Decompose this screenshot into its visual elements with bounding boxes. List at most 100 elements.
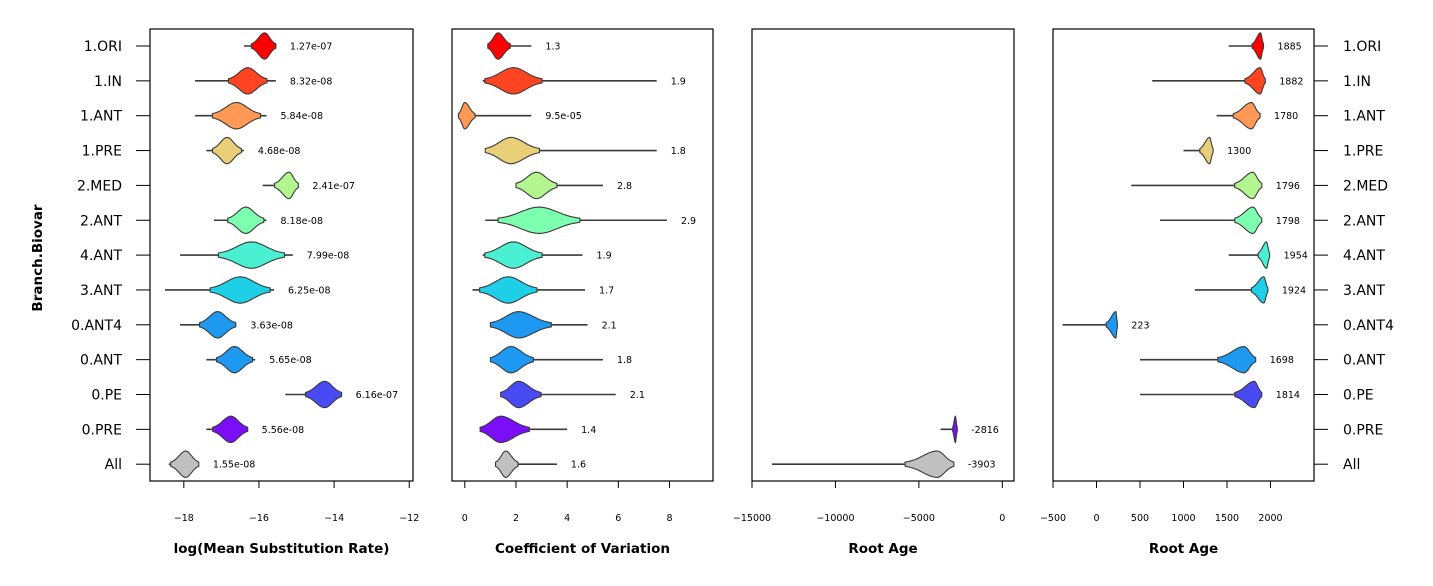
row-label-left-1-ori: 1.ORI [84, 39, 122, 55]
annotation-2-ant: 8.18e-08 [280, 216, 323, 227]
annotation-all: -3903 [968, 460, 996, 471]
violin-3-ant [479, 276, 538, 304]
row-label-left-1-pre: 1.PRE [82, 144, 122, 160]
violin-1-ant [211, 101, 262, 130]
violin-2-med [1234, 171, 1263, 200]
violin-3-ant [209, 276, 271, 304]
violin-0-pre [952, 415, 958, 444]
row-label-right-4-ant: 4.ANT [1343, 248, 1385, 264]
row-label-left-1-in: 1.IN [94, 74, 122, 90]
row-label-left-1-ant: 1.ANT [80, 109, 122, 125]
x-tick-label: 2 [513, 513, 519, 524]
row-label-right-0-pre: 0.PRE [1343, 422, 1383, 438]
row-label-right-0-ant: 0.ANT [1343, 353, 1385, 369]
annotation-2-ant: 1798 [1276, 216, 1300, 227]
x-axis-label: Root Age [1149, 541, 1218, 557]
violin-0-ant [215, 345, 254, 374]
x-axis-label: Root Age [848, 541, 917, 557]
violin-4-ant [1257, 241, 1271, 269]
violin-0-ant4 [1105, 311, 1118, 339]
x-tick-label: −12 [399, 513, 419, 524]
x-tick-label: 500 [1131, 513, 1149, 524]
row-label-right-1-ant: 1.ANT [1343, 109, 1385, 125]
annotation-0-pe: 6.16e-07 [356, 390, 399, 401]
violin-2-ant [227, 206, 265, 234]
x-axis-label: log(Mean Substitution Rate) [174, 541, 390, 557]
annotation-1-ori: 1.27e-07 [290, 42, 333, 53]
violin-0-pe [500, 380, 542, 409]
violin-all [494, 450, 519, 478]
annotation-2-med: 1796 [1276, 181, 1300, 192]
y-axis-label: Branch.Biovar [30, 204, 46, 312]
annotation-0-ant: 5.65e-08 [269, 355, 312, 366]
violin-3-ant [1250, 276, 1269, 304]
panel-3: −15000 −10000 −5000 0 Root Age -2816 -3903 [733, 28, 1015, 557]
violin-1-pre [212, 136, 242, 165]
annotation-1-pre: 1300 [1227, 146, 1251, 157]
row-label-left-2-ant: 2.ANT [80, 213, 122, 229]
x-tick-label: 0 [1093, 513, 1099, 524]
violin-4-ant [484, 241, 543, 269]
row-label-right-2-ant: 2.ANT [1343, 213, 1385, 229]
annotation-4-ant: 1.9 [597, 251, 612, 262]
x-tick-label: −15000 [733, 513, 771, 524]
annotation-3-ant: 1924 [1282, 285, 1306, 296]
annotation-0-ant: 1698 [1270, 355, 1294, 366]
row-label-right-2-med: 2.MED [1343, 178, 1388, 194]
panel-4: −500 0 500 1000 1500 2000 Root Age 1885 1882 1780… [1040, 28, 1315, 557]
annotation-all: 1.6 [571, 460, 586, 471]
row-label-left-all: All [105, 457, 122, 473]
row-label-left-2-med: 2.MED [77, 178, 122, 194]
violin-1-in [1244, 67, 1266, 95]
row-label-left-0-pre: 0.PRE [82, 422, 122, 438]
annotation-0-ant: 1.8 [617, 355, 632, 366]
violin-0-ant4 [199, 311, 237, 339]
violin-1-ori [487, 32, 511, 60]
panel-frame [751, 28, 1015, 482]
x-tick-label: −18 [174, 513, 194, 524]
row-label-left-0-ant4: 0.ANT4 [71, 318, 122, 334]
violin-2-ant [497, 206, 581, 234]
violin-1-in [484, 67, 543, 95]
violin-1-ori [1251, 32, 1265, 60]
annotation-0-pre: 5.56e-08 [262, 425, 305, 436]
row-label-right-1-ori: 1.ORI [1343, 39, 1381, 55]
annotation-2-med: 2.41e-07 [312, 181, 355, 192]
annotation-0-pe: 1814 [1276, 390, 1300, 401]
panel-2: 0 2 4 6 8 Coefficient of Variation 1.3 1.9 9.5e-… [451, 28, 714, 557]
x-tick-label: 6 [615, 513, 621, 524]
x-tick-label: 0 [462, 513, 468, 524]
annotation-0-ant4: 223 [1131, 320, 1149, 331]
annotation-0-pre: 1.4 [581, 425, 596, 436]
row-label-right-1-pre: 1.PRE [1343, 144, 1383, 160]
x-tick-label: −500 [1040, 513, 1066, 524]
annotation-3-ant: 6.25e-08 [288, 285, 331, 296]
x-tick-label: −14 [324, 513, 344, 524]
annotation-0-ant4: 2.1 [602, 320, 617, 331]
violin-4-ant [217, 241, 286, 269]
violin-1-in [227, 67, 268, 95]
panel-frame [451, 28, 714, 482]
row-label-right-3-ant: 3.ANT [1343, 283, 1385, 299]
violin-2-med [274, 171, 299, 200]
violin-0-pre [479, 415, 530, 444]
annotation-4-ant: 1954 [1284, 251, 1308, 262]
annotation-1-pre: 1.8 [671, 146, 686, 157]
annotation-2-med: 2.8 [617, 181, 632, 192]
violin-0-pre [212, 415, 249, 444]
violin-1-pre [484, 136, 541, 165]
row-label-left-0-pe: 0.PE [91, 388, 122, 404]
violin-0-ant4 [489, 311, 552, 339]
annotation-2-ant: 2.9 [681, 216, 696, 227]
annotation-0-ant4: 3.63e-08 [250, 320, 293, 331]
annotation-0-pe: 2.1 [630, 390, 645, 401]
row-label-right-0-ant4: 0.ANT4 [1343, 318, 1394, 334]
row-label-left-0-ant: 0.ANT [80, 353, 122, 369]
panel-1: −18 −16 −14 −12 log(Mean Substitution Rate) 1… [149, 28, 419, 557]
violin-0-ant [1217, 345, 1257, 374]
violin-1-ori [250, 32, 277, 60]
row-label-right-0-pe: 0.PE [1343, 388, 1374, 404]
annotation-all: 1.55e-08 [213, 460, 256, 471]
x-tick-label: −10000 [816, 513, 854, 524]
